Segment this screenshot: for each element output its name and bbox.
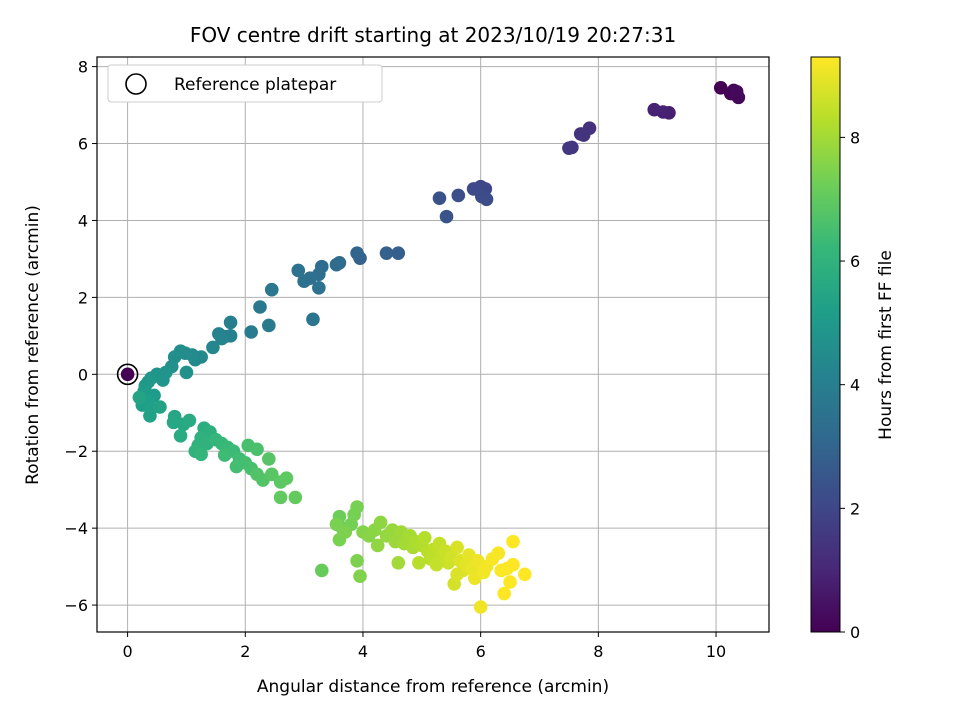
colorbar-tick-label: 0 bbox=[850, 623, 860, 642]
y-axis-ticks: −6 −4 −2 0 2 4 6 8 bbox=[64, 58, 97, 615]
x-tick-label: 10 bbox=[706, 642, 726, 661]
x-axis-ticks: 0 2 4 6 8 10 bbox=[123, 632, 726, 661]
data-point bbox=[451, 188, 466, 203]
data-point bbox=[473, 600, 488, 614]
data-point bbox=[329, 257, 344, 272]
data-point bbox=[262, 452, 276, 466]
data-point bbox=[350, 554, 364, 568]
data-point bbox=[279, 471, 294, 485]
data-point bbox=[179, 365, 194, 380]
data-point bbox=[439, 209, 454, 224]
data-point bbox=[173, 429, 188, 443]
colorbar-tick-label: 2 bbox=[850, 499, 860, 518]
grid-lines bbox=[97, 57, 769, 632]
y-axis-label: Rotation from reference (arcmin) bbox=[23, 205, 43, 485]
data-point bbox=[153, 400, 167, 414]
data-point bbox=[306, 312, 320, 327]
y-tick-label: 0 bbox=[78, 365, 88, 384]
data-point bbox=[412, 555, 426, 570]
chart-title: FOV centre drift starting at 2023/10/19 … bbox=[190, 23, 676, 47]
data-point bbox=[350, 246, 364, 260]
data-point bbox=[262, 318, 276, 333]
legend: Reference platepar bbox=[107, 64, 383, 103]
data-point bbox=[729, 84, 744, 99]
x-tick-label: 8 bbox=[593, 642, 603, 661]
data-point bbox=[291, 263, 306, 278]
data-point bbox=[432, 191, 447, 205]
data-points bbox=[132, 80, 746, 614]
data-point bbox=[576, 128, 591, 142]
plot-frame bbox=[96, 56, 770, 633]
data-point bbox=[214, 331, 229, 346]
y-tick-label: 2 bbox=[78, 288, 88, 307]
data-point bbox=[391, 246, 406, 260]
data-point bbox=[647, 102, 662, 117]
data-point bbox=[338, 525, 353, 539]
data-point bbox=[156, 373, 170, 387]
colorbar-tick-label: 4 bbox=[850, 376, 860, 395]
data-point bbox=[503, 575, 517, 589]
y-tick-label: 8 bbox=[78, 58, 88, 77]
y-tick-label: −6 bbox=[64, 596, 88, 615]
data-point bbox=[517, 567, 532, 582]
data-point bbox=[379, 246, 394, 260]
data-point bbox=[264, 467, 279, 482]
reference-ring bbox=[116, 363, 139, 386]
data-point bbox=[314, 563, 329, 578]
data-point bbox=[713, 80, 728, 95]
reference-marker-group bbox=[116, 363, 139, 386]
data-point bbox=[297, 274, 311, 289]
legend-box bbox=[107, 64, 383, 103]
colorbar-ticks: 0 2 4 6 8 bbox=[840, 128, 860, 642]
data-point bbox=[217, 448, 232, 462]
data-point bbox=[347, 507, 361, 522]
data-point bbox=[264, 282, 279, 297]
data-point bbox=[479, 192, 494, 207]
data-point bbox=[250, 442, 264, 457]
data-point bbox=[223, 315, 238, 330]
data-point bbox=[450, 567, 464, 582]
x-tick-label: 2 bbox=[240, 642, 250, 661]
y-tick-label: −2 bbox=[64, 442, 88, 461]
legend-label-reference: Reference platepar bbox=[174, 75, 336, 95]
data-point bbox=[506, 557, 520, 572]
data-point bbox=[253, 300, 267, 314]
data-point bbox=[373, 515, 388, 530]
legend-marker-reference bbox=[125, 73, 147, 95]
data-point bbox=[132, 390, 147, 405]
data-point bbox=[244, 325, 258, 339]
x-tick-label: 4 bbox=[358, 642, 368, 661]
data-point bbox=[273, 490, 288, 505]
x-axis-label: Angular distance from reference (arcmin) bbox=[257, 677, 609, 697]
colorbar-tick-label: 8 bbox=[850, 128, 860, 147]
data-point bbox=[506, 534, 520, 549]
y-tick-label: 4 bbox=[78, 211, 88, 230]
data-point bbox=[391, 555, 406, 570]
x-tick-label: 0 bbox=[123, 642, 133, 661]
data-point bbox=[288, 490, 303, 505]
data-point bbox=[182, 413, 197, 428]
data-point bbox=[143, 409, 157, 423]
data-point bbox=[417, 530, 432, 545]
colorbar-label: Hours from first FF file bbox=[876, 250, 896, 440]
colorbar bbox=[810, 56, 841, 633]
colorbar-tick-label: 6 bbox=[850, 252, 860, 271]
data-point bbox=[329, 517, 344, 532]
data-point bbox=[312, 280, 326, 295]
data-point bbox=[370, 538, 385, 553]
reference-point bbox=[120, 367, 135, 382]
data-point bbox=[450, 540, 464, 555]
x-tick-label: 6 bbox=[476, 642, 486, 661]
data-point bbox=[429, 557, 444, 572]
y-tick-label: −4 bbox=[64, 519, 88, 538]
data-point bbox=[491, 546, 506, 560]
data-point bbox=[194, 447, 208, 462]
data-point bbox=[206, 340, 220, 355]
y-tick-label: 6 bbox=[78, 135, 88, 154]
data-point bbox=[353, 569, 367, 584]
data-point bbox=[562, 141, 576, 155]
data-point bbox=[497, 586, 512, 601]
